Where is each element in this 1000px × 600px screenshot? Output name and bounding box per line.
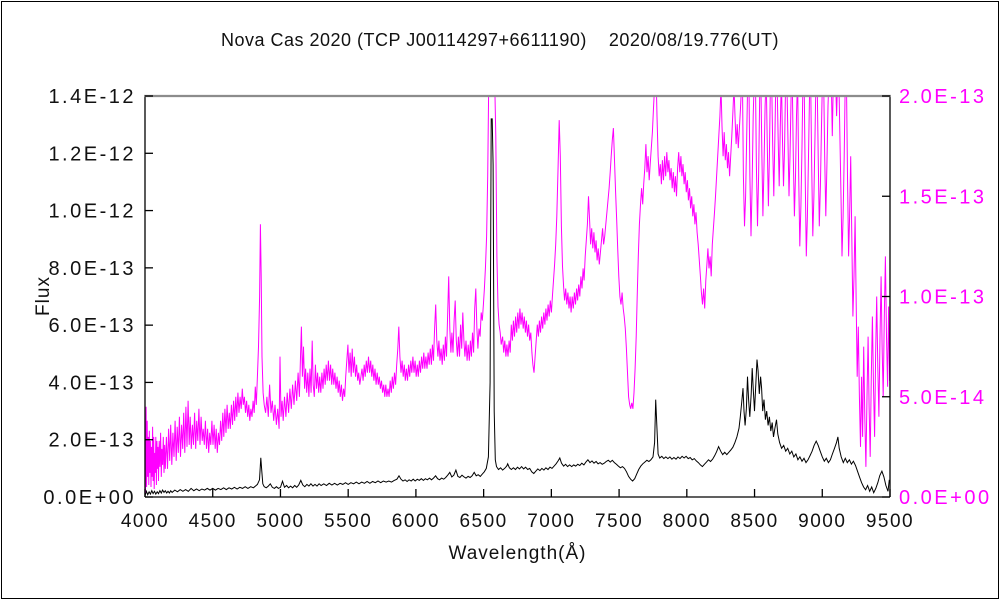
left-tick-label: 2.0E-13 [48, 430, 136, 452]
spectrum-black-line [145, 118, 890, 496]
left-tick-label: 1.0E-12 [48, 201, 136, 223]
left-tick-label: 8.0E-13 [48, 258, 136, 280]
chart-title: Nova Cas 2020 (TCP J00114297+6611190) 20… [220, 30, 779, 50]
x-axis-title: Wavelength(Å) [448, 543, 587, 564]
x-tick-label: 7500 [595, 511, 643, 532]
left-tick-label: 6.0E-13 [48, 315, 136, 337]
x-tick-label: 5000 [256, 511, 304, 532]
x-tick-label: 9500 [866, 511, 914, 532]
x-tick-label: 6500 [459, 511, 507, 532]
x-tick-label: 8000 [663, 511, 711, 532]
x-tick-label: 4500 [189, 511, 237, 532]
x-tick-label: 9000 [798, 511, 846, 532]
right-tick-label: 2.0E-13 [899, 86, 987, 108]
left-tick-label: 0.0E+00 [43, 487, 136, 509]
x-tick-label: 4000 [121, 511, 169, 532]
right-tick-label: 1.5E-13 [899, 186, 987, 208]
right-tick-label: 1.0E-13 [899, 287, 987, 309]
right-tick-label: 0.0E+00 [899, 487, 992, 509]
x-tick-label: 5500 [324, 511, 372, 532]
x-tick-label: 7000 [527, 511, 575, 532]
x-tick-label: 8500 [730, 511, 778, 532]
spectrum-magenta-line [145, 96, 890, 494]
left-tick-label: 1.2E-12 [48, 143, 136, 165]
right-tick-label: 5.0E-14 [899, 387, 987, 409]
left-tick-label: 4.0E-13 [48, 372, 136, 394]
x-tick-label: 6000 [392, 511, 440, 532]
left-tick-label: 1.4E-12 [48, 86, 136, 108]
